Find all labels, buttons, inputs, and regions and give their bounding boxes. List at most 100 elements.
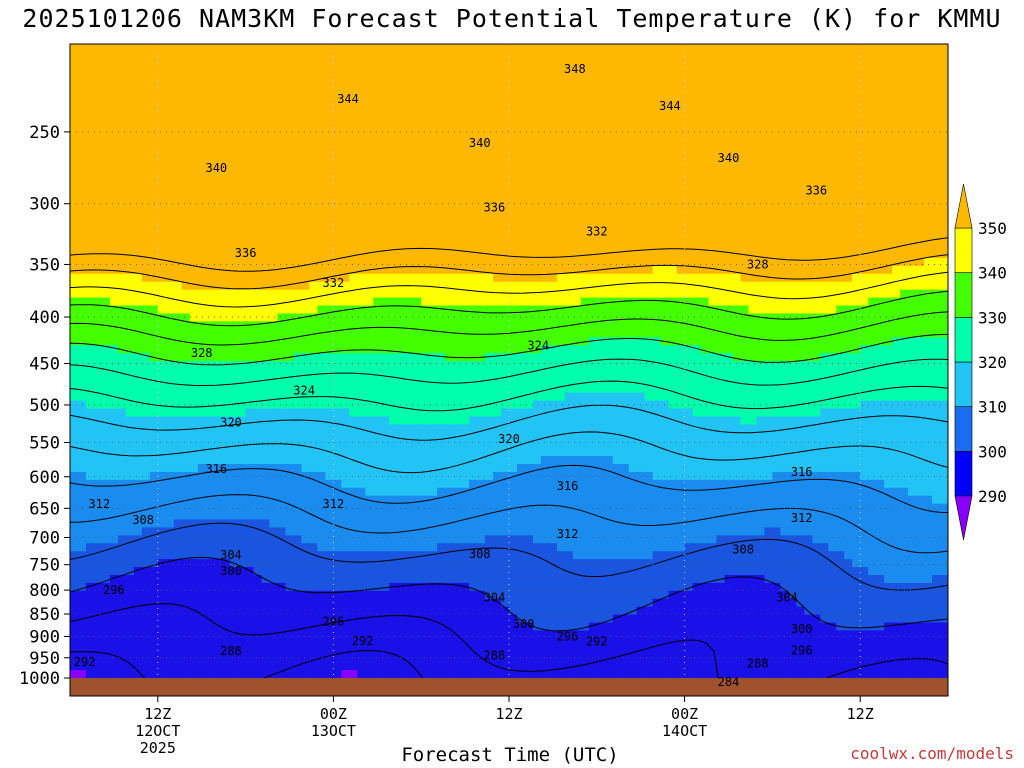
field-cell [293, 99, 303, 108]
field-cell [501, 154, 510, 164]
field-cell [453, 107, 462, 116]
field-cell [532, 337, 542, 346]
field-cell [493, 131, 502, 140]
field-cell [189, 337, 199, 346]
field-cell [636, 361, 646, 370]
field-cell [660, 154, 670, 164]
field-cell [860, 194, 869, 204]
field-cell [269, 297, 279, 307]
field-cell [453, 226, 462, 235]
field-cell [828, 321, 837, 330]
field-cell [660, 392, 670, 402]
field-cell [612, 368, 622, 378]
field-cell [205, 154, 215, 164]
field-cell [93, 218, 103, 227]
field-cell [932, 178, 941, 188]
field-cell [269, 242, 279, 251]
field-cell [564, 59, 574, 69]
field-cell [157, 353, 167, 362]
field-cell [700, 107, 710, 116]
field-cell [245, 368, 255, 378]
field-cell [716, 321, 726, 330]
field-cell [852, 44, 861, 53]
field-cell [229, 218, 239, 227]
field-cell [900, 368, 909, 378]
field-cell [485, 297, 494, 307]
field-cell [301, 123, 311, 132]
field-cell [70, 44, 79, 53]
field-cell [780, 353, 789, 362]
field-cell [269, 281, 279, 291]
field-cell [117, 202, 127, 212]
field-cell [509, 297, 518, 307]
field-cell [916, 59, 925, 69]
field-cell [213, 392, 223, 402]
field-cell [692, 273, 702, 283]
field-cell [373, 139, 382, 148]
field-cell [301, 210, 311, 219]
field-cell [485, 234, 494, 243]
field-cell [285, 218, 295, 227]
field-cell [477, 123, 486, 132]
field-cell [668, 361, 678, 370]
field-cell [237, 162, 247, 172]
field-cell [548, 202, 558, 212]
field-cell [349, 273, 358, 283]
field-cell [884, 139, 893, 148]
field-cell [373, 186, 382, 196]
field-cell [317, 194, 327, 204]
field-cell [269, 218, 279, 227]
field-cell [357, 44, 366, 53]
field-cell [844, 257, 853, 267]
field-cell [636, 321, 646, 330]
field-cell [820, 321, 829, 330]
field-cell [253, 115, 263, 124]
field-cell [564, 178, 574, 188]
field-cell [221, 345, 231, 354]
field-cell [77, 289, 87, 299]
field-cell [277, 218, 287, 227]
field-cell [908, 147, 917, 156]
field-cell [405, 194, 414, 204]
field-cell [636, 170, 646, 180]
field-cell [437, 170, 446, 180]
field-cell [405, 329, 414, 338]
field-cell [620, 194, 630, 204]
field-cell [469, 202, 478, 212]
field-cell [772, 178, 781, 188]
field-cell [516, 329, 526, 338]
field-cell [357, 67, 366, 77]
field-cell [732, 83, 742, 93]
field-cell [381, 59, 390, 69]
field-cell [548, 170, 558, 180]
field-cell [660, 51, 670, 61]
field-cell [445, 147, 454, 156]
field-cell [732, 281, 742, 291]
field-cell [884, 107, 893, 116]
field-cell [109, 226, 119, 235]
field-cell [173, 186, 183, 196]
field-cell [437, 368, 446, 378]
field-cell [101, 194, 111, 204]
field-cell [405, 242, 414, 251]
field-cell [924, 51, 933, 61]
field-cell [125, 51, 135, 61]
field-cell [309, 123, 319, 132]
field-cell [884, 202, 893, 212]
field-cell [620, 257, 630, 267]
field-cell [261, 234, 271, 243]
field-cell [868, 162, 877, 172]
field-cell [93, 250, 103, 259]
field-cell [836, 297, 845, 307]
field-cell [117, 44, 127, 53]
field-cell [756, 345, 766, 354]
field-cell [197, 147, 207, 156]
field-cell [253, 178, 263, 188]
field-cell [245, 313, 255, 322]
field-cell [101, 376, 111, 386]
field-cell [524, 361, 534, 370]
field-cell [836, 139, 845, 148]
field-cell [317, 345, 327, 354]
field-cell [828, 250, 837, 259]
field-cell [165, 257, 175, 267]
